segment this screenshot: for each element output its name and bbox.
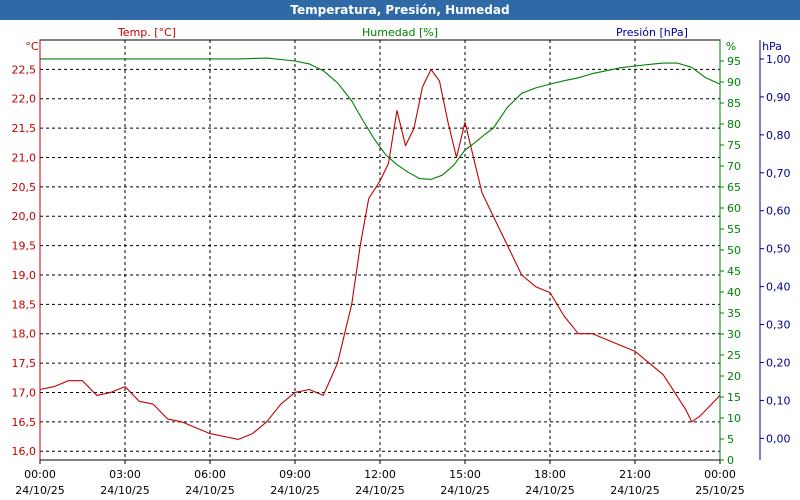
pres-tick-label: 1,00 <box>766 53 791 66</box>
humidity-line <box>40 57 721 180</box>
hum-tick-label: 15 <box>727 391 741 404</box>
x-tick-date: 24/10/25 <box>100 484 149 497</box>
x-tick-time: 00:00 <box>24 468 56 481</box>
x-tick-time: 00:00 <box>704 468 736 481</box>
temp-tick-label: 17,5 <box>12 357 37 370</box>
hum-tick-label: 70 <box>727 160 741 173</box>
pres-tick-label: 0,30 <box>766 319 791 332</box>
pres-tick-label: 0,10 <box>766 394 791 407</box>
temp-tick-label: 17,0 <box>12 386 37 399</box>
hum-tick-label: 85 <box>727 97 741 110</box>
x-tick-date: 25/10/25 <box>695 484 744 497</box>
pres-tick-label: 0,90 <box>766 91 791 104</box>
temp-tick-label: 21,5 <box>12 122 37 135</box>
chart-title: Temperatura, Presión, Humedad <box>0 0 800 20</box>
temp-tick-label: 16,0 <box>12 445 37 458</box>
hum-tick-label: 0 <box>727 454 734 467</box>
hum-tick-label: 65 <box>727 181 741 194</box>
temp-tick-label: 18,5 <box>12 298 37 311</box>
pres-tick-label: 0,20 <box>766 356 791 369</box>
line-chart: 00:00 24/10/25 03:00 24/10/25 06:00 24/10/25 0… <box>12 26 791 497</box>
grid <box>39 40 721 464</box>
x-tick-date: 24/10/25 <box>185 484 234 497</box>
x-tick-time: 09:00 <box>279 468 311 481</box>
temp-tick-label: 19,0 <box>12 269 37 282</box>
x-tick-date: 24/10/25 <box>355 484 404 497</box>
temperature-line <box>39 68 721 440</box>
x-tick-time: 15:00 <box>449 468 481 481</box>
x-tick-date: 24/10/25 <box>15 484 64 497</box>
hum-tick-label: 75 <box>727 139 741 152</box>
temp-tick-label: 18,0 <box>12 328 37 341</box>
x-tick-date: 24/10/25 <box>440 484 489 497</box>
pres-tick-label: 0,80 <box>766 129 791 142</box>
temp-tick-label: 19,5 <box>12 240 37 253</box>
hum-tick-label: 95 <box>727 55 741 68</box>
temp-axis-label: Temp. [°C] <box>117 26 176 39</box>
x-tick-date: 24/10/25 <box>610 484 659 497</box>
hum-tick-label: 55 <box>727 223 741 236</box>
pres-tick-label: 0,70 <box>766 167 791 180</box>
hum-tick-label: 25 <box>727 349 741 362</box>
hum-tick-label: 60 <box>727 202 741 215</box>
hum-tick-label: 80 <box>727 118 741 131</box>
pres-tick-label: 0,00 <box>766 432 791 445</box>
x-tick-date: 24/10/25 <box>270 484 319 497</box>
x-tick-time: 03:00 <box>109 468 141 481</box>
x-tick-date: 24/10/25 <box>525 484 574 497</box>
x-tick-time: 12:00 <box>364 468 396 481</box>
x-tick-time: 21:00 <box>619 468 651 481</box>
hum-tick-label: 45 <box>727 265 741 278</box>
hum-tick-label: 20 <box>727 370 741 383</box>
pres-tick-label: 0,60 <box>766 205 791 218</box>
temp-tick-label: 20,5 <box>12 181 37 194</box>
temp-tick-label: 16,5 <box>12 416 37 429</box>
hum-tick-label: 40 <box>727 286 741 299</box>
temp-tick-label: 22,0 <box>12 93 37 106</box>
temp-tick-label: 20,0 <box>12 210 37 223</box>
pres-unit: hPa <box>762 40 782 53</box>
pres-tick-label: 0,40 <box>766 281 791 294</box>
hum-tick-label: 10 <box>727 412 741 425</box>
temp-tick-label: 22,5 <box>12 63 37 76</box>
hum-tick-label: 30 <box>727 328 741 341</box>
temp-unit: °C <box>25 40 39 53</box>
hum-tick-label: 5 <box>727 433 734 446</box>
x-tick-time: 06:00 <box>194 468 226 481</box>
pres-axis-label: Presión [hPa] <box>616 26 688 39</box>
x-tick-time: 18:00 <box>534 468 566 481</box>
series-layer <box>39 57 721 440</box>
axis-labels: 00:00 24/10/25 03:00 24/10/25 06:00 24/10/25 0… <box>12 26 791 497</box>
hum-axis-label: Humedad [%] <box>362 26 438 39</box>
temp-tick-label: 21,0 <box>12 151 37 164</box>
hum-unit: % <box>726 40 736 53</box>
hum-tick-label: 90 <box>727 76 741 89</box>
hum-tick-label: 50 <box>727 244 741 257</box>
pres-tick-label: 0,50 <box>766 243 791 256</box>
hum-tick-label: 35 <box>727 307 741 320</box>
